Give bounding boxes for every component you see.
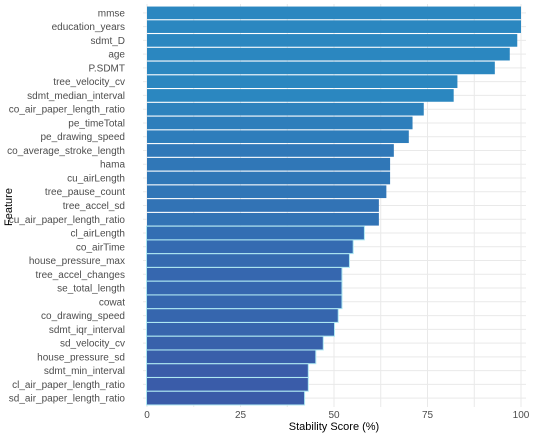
y-tick-label: se_total_length — [57, 284, 125, 295]
bar-mmse — [147, 6, 521, 20]
y-tick-label: pe_drawing_speed — [40, 132, 125, 143]
bar-tree_velocity_cv — [147, 75, 458, 89]
bar-sd_velocity_cv — [147, 336, 323, 350]
bar-cowat — [147, 295, 342, 309]
y-tick-label: tree_velocity_cv — [53, 77, 125, 88]
y-axis-title: Feature — [3, 188, 15, 226]
bar-house_pressure_sd — [147, 350, 316, 364]
bar-cl_air_paper_length_ratio — [147, 378, 308, 391]
y-tick-label: co_air_paper_length_ratio — [9, 105, 126, 116]
y-tick-label: pe_timeTotal — [68, 118, 125, 129]
y-tick-label: tree_pause_count — [45, 187, 125, 198]
y-tick-label: sdmt_D — [91, 36, 125, 47]
y-tick-label: education_years — [52, 22, 125, 33]
y-tick-label: sdmt_median_interval — [27, 91, 125, 102]
bar-co_airTime — [147, 240, 353, 254]
y-tick-label: cl_airLength — [71, 229, 125, 240]
bars — [146, 6, 521, 406]
y-tick-label: cu_airLength — [67, 173, 125, 184]
bar-tree_accel_sd — [147, 199, 379, 212]
y-tick-label: sdmt_min_interval — [44, 366, 125, 377]
y-tick-label: age — [108, 50, 125, 61]
y-tick-label: hama — [100, 160, 125, 171]
y-tick-label: house_pressure_max — [29, 256, 125, 267]
y-tick-label: sdmt_iqr_interval — [49, 325, 125, 336]
x-axis-title: Stability Score (%) — [289, 421, 379, 433]
bar-sdmt_D — [147, 34, 518, 47]
y-tick-label: cowat — [99, 297, 125, 308]
x-tick-labels: 0 25 50 75 100 — [144, 410, 530, 421]
x-tick-label: 25 — [235, 410, 247, 421]
bar-pe_drawing_speed — [147, 130, 409, 144]
bar-co_average_stroke_length — [147, 144, 394, 157]
bar-cu_air_paper_length_ratio — [147, 212, 379, 226]
bar-sdmt_iqr_interval — [147, 322, 334, 336]
bar-co_drawing_speed — [147, 309, 338, 322]
bar-sdmt_min_interval — [147, 364, 308, 377]
y-tick-label: cl_air_paper_length_ratio — [12, 380, 125, 391]
bar-hama — [147, 157, 391, 171]
y-tick-label: tree_accel_changes — [35, 270, 125, 281]
bar-age — [147, 47, 510, 61]
y-tick-label: co_average_stroke_length — [7, 146, 125, 157]
y-tick-label: sd_velocity_cv — [60, 339, 125, 350]
bar-P.SDMT — [147, 61, 495, 75]
x-tick-label: 50 — [328, 410, 340, 421]
y-tick-label: house_pressure_sd — [37, 352, 125, 363]
bar-pe_timeTotal — [147, 116, 413, 130]
bar-tree_pause_count — [147, 185, 387, 199]
bar-co_air_paper_length_ratio — [147, 102, 424, 116]
bar-tree_accel_changes — [147, 267, 342, 281]
bar-se_total_length — [147, 281, 342, 295]
bar-cu_airLength — [147, 171, 391, 185]
y-tick-label: sd_air_paper_length_ratio — [9, 394, 126, 405]
x-tick-label: 75 — [422, 410, 434, 421]
y-tick-label: tree_accel_sd — [63, 201, 125, 212]
x-tick-label: 100 — [513, 410, 530, 421]
bar-sd_air_paper_length_ratio — [147, 391, 305, 405]
y-tick-label: co_airTime — [76, 242, 126, 253]
bar-house_pressure_max — [147, 254, 349, 267]
y-tick-label: co_drawing_speed — [41, 311, 125, 322]
bar-education_years — [147, 20, 521, 33]
y-tick-label: P.SDMT — [89, 63, 126, 74]
bar-sdmt_median_interval — [147, 89, 454, 102]
y-tick-label: mmse — [98, 8, 126, 19]
bar-cl_airLength — [147, 226, 364, 240]
x-tick-label: 0 — [144, 410, 150, 421]
y-tick-label: cu_air_paper_length_ratio — [9, 215, 126, 226]
